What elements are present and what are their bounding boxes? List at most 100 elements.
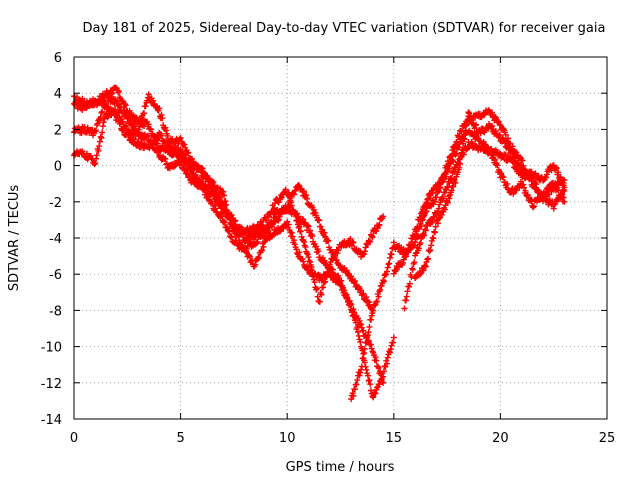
data-point — [364, 372, 371, 379]
data-point — [259, 247, 266, 254]
data-point — [406, 242, 413, 249]
data-point — [472, 122, 479, 129]
data-point — [552, 180, 559, 187]
data-point — [374, 384, 381, 391]
data-point — [479, 144, 486, 151]
data-point — [369, 234, 376, 241]
data-point — [489, 109, 496, 116]
y-tick-label: -8 — [49, 304, 62, 319]
data-point — [99, 129, 106, 136]
data-point — [313, 285, 320, 292]
data-point — [341, 287, 348, 294]
data-point — [177, 155, 184, 162]
data-point — [122, 122, 129, 129]
data-point — [465, 109, 472, 116]
data-point — [235, 233, 242, 240]
data-point — [93, 155, 100, 162]
data-point — [433, 185, 440, 192]
data-point — [386, 260, 393, 267]
data-point — [500, 136, 507, 143]
data-point — [374, 298, 381, 305]
data-point — [125, 133, 132, 140]
x-tick-label: 5 — [176, 431, 184, 446]
data-point — [300, 188, 307, 195]
data-point — [253, 240, 260, 247]
data-point — [530, 204, 537, 211]
data-point — [444, 168, 451, 175]
data-point — [246, 229, 253, 236]
data-point — [477, 130, 484, 137]
data-point — [450, 183, 457, 190]
data-point — [303, 263, 310, 270]
data-point — [456, 133, 463, 140]
data-point — [501, 140, 508, 147]
data-point — [390, 339, 397, 346]
data-point — [357, 320, 364, 327]
data-point — [367, 238, 374, 245]
data-point — [227, 234, 234, 241]
data-point — [505, 135, 512, 142]
data-point — [125, 113, 132, 120]
data-point — [150, 97, 157, 104]
data-point — [487, 146, 494, 153]
data-point — [314, 293, 321, 300]
data-point — [292, 187, 299, 194]
data-point — [377, 377, 384, 384]
data-point — [324, 269, 331, 276]
data-point — [221, 202, 228, 209]
data-point — [407, 243, 414, 250]
data-point — [355, 332, 362, 339]
data-point — [291, 237, 298, 244]
data-point — [350, 392, 357, 399]
data-point — [358, 321, 365, 328]
data-point — [335, 247, 342, 254]
data-point — [427, 195, 434, 202]
data-point — [388, 251, 395, 258]
data-point — [184, 167, 191, 174]
data-point — [513, 149, 520, 156]
data-point — [492, 113, 499, 120]
data-point — [260, 243, 267, 250]
data-point — [147, 126, 154, 133]
data-point — [294, 217, 301, 224]
data-point — [361, 349, 368, 356]
data-point — [492, 156, 499, 163]
data-point — [305, 254, 312, 261]
data-point — [423, 208, 430, 215]
data-point — [289, 233, 296, 240]
data-point — [131, 136, 138, 143]
data-point — [223, 207, 230, 214]
data-point — [409, 265, 416, 272]
data-point — [353, 381, 360, 388]
data-point — [262, 234, 269, 241]
data-point — [428, 242, 435, 249]
data-point — [448, 176, 455, 182]
data-point — [349, 390, 356, 397]
data-point — [450, 158, 457, 165]
data-point — [93, 152, 100, 159]
data-point — [224, 224, 231, 231]
data-point — [323, 274, 330, 281]
data-point — [307, 227, 314, 234]
x-axis-label: GPS time / hours — [286, 460, 395, 475]
data-point — [163, 127, 170, 134]
data-point — [271, 205, 278, 212]
data-point — [533, 181, 540, 188]
data-point — [309, 269, 316, 276]
data-point — [414, 223, 421, 230]
data-point — [218, 213, 225, 220]
data-point — [528, 198, 535, 205]
data-point — [378, 282, 385, 289]
data-point — [144, 133, 151, 140]
data-point — [396, 264, 403, 271]
data-point — [361, 251, 368, 258]
data-point — [386, 349, 393, 356]
data-point — [182, 155, 189, 162]
data-point — [440, 195, 447, 202]
data-point — [500, 174, 507, 181]
data-point — [208, 184, 215, 191]
data-point — [319, 284, 326, 291]
data-point — [492, 128, 499, 135]
data-point — [386, 254, 393, 261]
